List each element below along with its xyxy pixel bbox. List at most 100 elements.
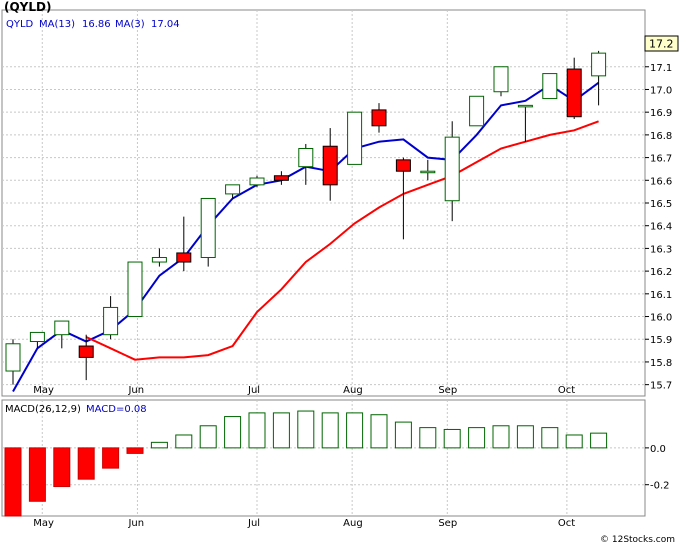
candle-up bbox=[517, 104, 533, 142]
candle-up bbox=[29, 331, 45, 349]
macd-y-axis: 0.0 -0.2 bbox=[645, 444, 670, 492]
macd-bar-positive bbox=[346, 412, 364, 449]
macd-bar-positive bbox=[541, 427, 559, 449]
candle-body bbox=[225, 184, 241, 195]
price-x-tick-label: Sep bbox=[438, 385, 457, 396]
macd-bar-positive bbox=[468, 427, 486, 449]
ma3-line bbox=[85, 120, 599, 361]
ma13-legend-value: 16.86 bbox=[82, 19, 111, 30]
candle-body bbox=[566, 68, 582, 118]
price-x-tick-label: Jul bbox=[247, 385, 260, 396]
candle-down bbox=[566, 57, 582, 119]
candle-body bbox=[103, 306, 119, 336]
price-y-tick-label: 16.4 bbox=[650, 222, 672, 233]
macd-bars bbox=[4, 410, 608, 517]
candle-down bbox=[322, 128, 338, 201]
last-price-box bbox=[644, 35, 679, 52]
candle-body bbox=[249, 177, 265, 186]
candle-body bbox=[493, 66, 509, 93]
macd-bar-negative bbox=[53, 447, 71, 488]
macd-legend-label: MACD(26,12,9) bbox=[5, 404, 81, 415]
candle-body bbox=[298, 148, 314, 168]
macd-bar-positive bbox=[272, 412, 290, 449]
macd-bar-positive bbox=[370, 414, 388, 449]
price-y-tick-label: 17.1 bbox=[650, 63, 672, 74]
price-y-tick-label: 16.3 bbox=[650, 244, 672, 255]
macd-y-tick-label: 0.0 bbox=[650, 444, 666, 455]
price-x-tick-label: May bbox=[33, 385, 54, 396]
macd-x-tick-label: Sep bbox=[438, 518, 457, 529]
candle-body bbox=[469, 95, 485, 127]
macd-bar-positive bbox=[150, 441, 168, 449]
macd-bar-negative bbox=[28, 447, 46, 502]
macd-x-tick-label: Jun bbox=[127, 518, 144, 529]
macd-bar-negative bbox=[102, 447, 120, 469]
macd-bar-positive bbox=[199, 425, 217, 449]
price-y-tick-label: 15.7 bbox=[650, 381, 672, 392]
candle-up bbox=[5, 339, 21, 385]
candle-up bbox=[420, 159, 436, 181]
price-x-tick-label: Jun bbox=[127, 385, 144, 396]
macd-bar-positive bbox=[565, 434, 583, 449]
candle-body bbox=[273, 175, 289, 181]
macd-x-axis: May Jun Jul Aug Sep Oct bbox=[33, 518, 575, 529]
candle-down bbox=[176, 216, 192, 272]
candle-body bbox=[5, 343, 21, 372]
candle-up bbox=[249, 175, 265, 188]
candle-up bbox=[542, 73, 558, 100]
price-y-tick-label: 16.6 bbox=[650, 176, 672, 187]
candle-up bbox=[493, 66, 509, 97]
price-y-tick-label: 16.8 bbox=[650, 131, 672, 142]
candle-body bbox=[200, 197, 216, 258]
candle-down bbox=[395, 157, 411, 240]
macd-x-tick-label: Jul bbox=[247, 518, 260, 529]
price-x-tick-label: Aug bbox=[343, 385, 363, 396]
macd-x-tick-label: May bbox=[33, 518, 54, 529]
macd-x-tick-label: Oct bbox=[558, 518, 575, 529]
candle-body bbox=[591, 52, 607, 77]
macd-bar-negative bbox=[4, 447, 22, 517]
candle-up bbox=[347, 111, 363, 165]
candle-up bbox=[127, 261, 143, 318]
price-candles bbox=[5, 50, 607, 385]
candle-up bbox=[151, 248, 167, 267]
price-y-tick-label: 15.9 bbox=[650, 335, 672, 346]
macd-bar-positive bbox=[175, 434, 193, 449]
macd-bar-positive bbox=[297, 410, 315, 449]
price-y-tick-label: 17.0 bbox=[650, 85, 672, 96]
symbol-legend: QYLD bbox=[6, 19, 34, 30]
ma3-legend-label: MA(3) bbox=[115, 19, 145, 30]
ma13-legend-label: MA(13) bbox=[39, 19, 75, 30]
candle-body bbox=[322, 145, 338, 186]
candle-body bbox=[542, 73, 558, 100]
macd-bar-positive bbox=[248, 412, 266, 449]
candle-body bbox=[420, 170, 436, 174]
price-y-tick-label: 16.5 bbox=[650, 199, 672, 210]
macd-bar-positive bbox=[394, 421, 412, 449]
candle-body bbox=[127, 261, 143, 318]
candle-up bbox=[225, 184, 241, 199]
candle-up bbox=[591, 50, 607, 106]
macd-legend-value: MACD=0.08 bbox=[86, 404, 147, 415]
macd-bar-positive bbox=[516, 425, 534, 449]
candle-body bbox=[54, 320, 70, 336]
macd-bar-positive bbox=[590, 432, 608, 449]
chart-title: (QYLD) bbox=[4, 0, 51, 14]
watermark-text: © 12Stocks.com bbox=[600, 535, 675, 545]
candle-up bbox=[200, 197, 216, 267]
price-x-axis: May Jun Jul Aug Sep Oct bbox=[33, 385, 575, 396]
candle-up bbox=[103, 296, 119, 340]
candle-body bbox=[29, 331, 45, 343]
candle-up bbox=[469, 95, 485, 127]
candle-down bbox=[78, 334, 94, 381]
macd-bar-positive bbox=[419, 427, 437, 449]
macd-x-tick-label: Aug bbox=[343, 518, 363, 529]
price-y-tick-label: 16.0 bbox=[650, 313, 672, 324]
macd-bar-negative bbox=[77, 447, 95, 480]
price-y-tick-label: 15.8 bbox=[650, 358, 672, 369]
candle-body bbox=[78, 345, 94, 358]
macd-bar-negative bbox=[126, 447, 144, 454]
candle-body bbox=[517, 104, 533, 108]
